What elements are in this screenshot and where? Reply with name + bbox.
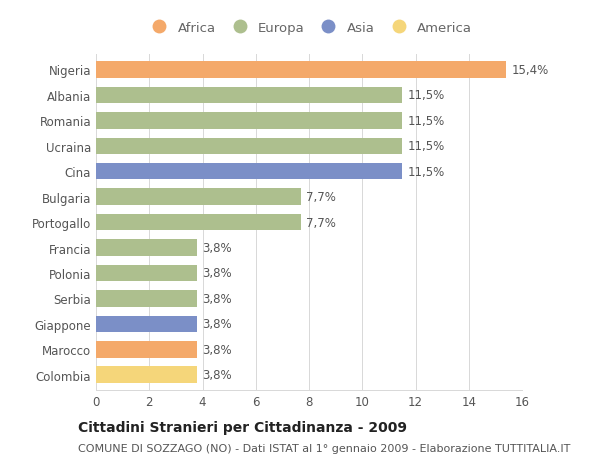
Text: 11,5%: 11,5%: [407, 165, 445, 179]
Bar: [96, 316, 197, 332]
Bar: [96, 113, 402, 129]
Bar: [96, 265, 197, 282]
Bar: [96, 291, 197, 307]
Legend: Africa, Europa, Asia, America: Africa, Europa, Asia, America: [142, 18, 476, 39]
Text: 3,8%: 3,8%: [203, 267, 232, 280]
Text: 3,8%: 3,8%: [203, 292, 232, 305]
Text: 11,5%: 11,5%: [407, 89, 445, 102]
Text: 3,8%: 3,8%: [203, 318, 232, 330]
Bar: [96, 88, 402, 104]
Text: Cittadini Stranieri per Cittadinanza - 2009: Cittadini Stranieri per Cittadinanza - 2…: [78, 420, 407, 434]
Text: 15,4%: 15,4%: [511, 64, 548, 77]
Text: 3,8%: 3,8%: [203, 369, 232, 381]
Text: COMUNE DI SOZZAGO (NO) - Dati ISTAT al 1° gennaio 2009 - Elaborazione TUTTITALIA: COMUNE DI SOZZAGO (NO) - Dati ISTAT al 1…: [78, 443, 571, 453]
Bar: [96, 189, 301, 206]
Text: 3,8%: 3,8%: [203, 343, 232, 356]
Bar: [96, 240, 197, 256]
Bar: [96, 367, 197, 383]
Bar: [96, 163, 402, 180]
Text: 11,5%: 11,5%: [407, 140, 445, 153]
Bar: [96, 341, 197, 358]
Bar: [96, 138, 402, 155]
Text: 7,7%: 7,7%: [307, 216, 336, 229]
Text: 3,8%: 3,8%: [203, 241, 232, 254]
Text: 7,7%: 7,7%: [307, 191, 336, 204]
Bar: [96, 62, 506, 78]
Bar: [96, 214, 301, 231]
Text: 11,5%: 11,5%: [407, 115, 445, 128]
